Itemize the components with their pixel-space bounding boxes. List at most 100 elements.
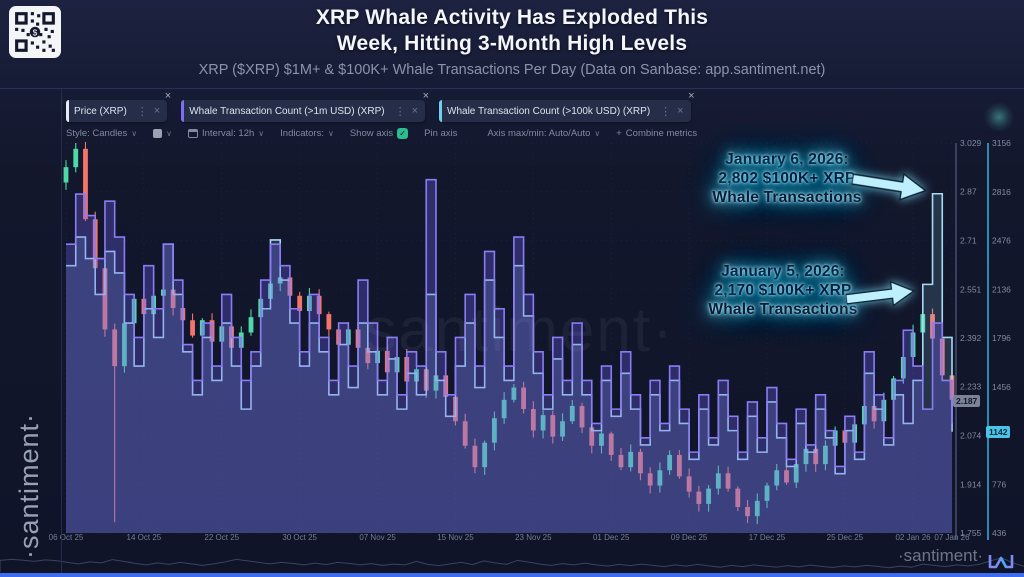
checkbox-checked-icon[interactable]: ✓ [397,128,409,139]
help-glow-button[interactable] [984,102,1014,132]
chevron-down-icon: ∨ [258,129,265,138]
color-swatch-dropdown[interactable]: ∨ [153,129,172,138]
candle-body [433,375,439,391]
candle-body [297,295,303,312]
candle-body [628,451,634,468]
combine-metrics-button[interactable]: + Combine metrics [616,128,697,139]
chevron-down-icon: ∨ [327,129,334,138]
candle-body [686,476,692,492]
tx-axis-label: 1796 [992,333,1011,343]
tab-label: Whale Transaction Count (>100k USD) (XRP… [447,105,651,117]
tab-whale-count-1m[interactable]: Whale Transaction Count (>1m USD) (XRP) … [181,90,429,122]
chevron-down-icon: ∨ [131,129,138,138]
candle-body [647,473,653,486]
x-axis-label: 25 Dec 25 [827,533,864,542]
tx-axis-label: 1456 [992,382,1011,392]
tab-close-icon[interactable]: × [411,105,419,117]
candle-body [715,473,721,489]
x-axis-label: 30 Oct 25 [282,533,317,542]
price-axis-label: 2.074 [960,430,982,440]
tab-close-icon[interactable]: × [153,105,161,117]
price-current-badge: 2.187 [953,394,981,407]
bottom-accent-bar [0,573,1024,577]
tab-accent-bar [181,100,185,122]
candle-body [764,485,770,501]
svg-text:$: $ [33,28,38,38]
axis-maxmin-dropdown[interactable]: Axis max/min: Auto/Auto ∨ [487,128,600,139]
tab-group-close-icon[interactable]: × [422,90,430,102]
interval-dropdown[interactable]: Interval: 12h ∨ [187,128,265,139]
metric-tabs: Price (XRP) ⋮ × × Whale Transaction Coun… [66,90,695,122]
candle-body [73,148,79,168]
bottom-watermark: ·santiment· [898,546,984,565]
x-axis-label: 07 Jan 26 [934,533,970,542]
tx-axis-label: 436 [992,528,1006,538]
x-axis-label: 09 Dec 25 [671,533,708,542]
tab-group-close-icon[interactable]: × [688,90,695,102]
candle-body [511,387,517,400]
candle-body [725,473,731,489]
candle-body [501,399,507,419]
step-area-fill [66,179,952,534]
candle-body [560,421,565,437]
arrow-icon [844,280,916,307]
page-subtitle: XRP ($XRP) $1M+ & $100K+ Whale Transacti… [198,62,826,78]
candle-body [803,448,809,465]
tab-group-close-icon[interactable]: × [164,90,172,102]
kebab-menu-icon[interactable]: ⋮ [136,105,148,118]
pin-axis-toggle[interactable]: Pin axis [424,128,457,139]
candle-body [521,387,527,410]
candle-body [365,347,371,364]
tx-axis-label: 2816 [992,187,1011,197]
center-watermark: santiment· [365,296,675,365]
candle-body [569,405,575,422]
page-title: XRP Whale Activity Has Exploded This Wee… [212,5,812,57]
candle-body [871,405,877,422]
candle-body [63,167,69,183]
tab-price-xrp[interactable]: Price (XRP) ⋮ × × [66,90,171,122]
candle-body [540,415,546,431]
chevron-down-icon: ∨ [594,129,601,138]
tab-accent-bar [439,100,443,122]
candle-body [190,320,195,336]
bottom-sparkline [0,557,1024,572]
x-axis-label: 07 Nov 25 [359,533,396,542]
plus-icon: + [616,128,622,139]
candle-body [774,470,780,486]
kebab-menu-icon[interactable]: ⋮ [660,105,672,118]
x-axis-label: 22 Oct 25 [204,533,239,542]
arrow-icon [850,172,928,201]
candle-body [706,488,711,504]
show-axis-toggle[interactable]: Show axis ✓ [350,128,409,139]
tab-close-icon[interactable]: × [677,105,684,117]
calendar-icon [187,129,198,138]
price-axis-label: 1.755 [960,528,982,538]
candle-body [482,442,488,468]
price-axis-label: 2.233 [960,382,982,392]
candle-body [745,506,750,517]
tx-current-badge: 1142 [986,425,1011,438]
sidebar-divider [61,89,62,577]
candle-body [599,433,604,446]
step-area-line [66,178,953,468]
style-label: Style: Candles [66,128,128,139]
style-dropdown[interactable]: Style: Candles ∨ [66,128,137,139]
annotation-jan5: January 5, 2026: 2,170 $100K+ XRP Whale … [690,262,876,319]
page-title-line1: XRP Whale Activity Has Exploded This [315,6,709,29]
x-axis-label: 02 Jan 26 [895,533,931,542]
candle-body [579,405,585,428]
candle-body [823,445,828,465]
candle-body [102,268,108,330]
candle-body [676,454,682,477]
kebab-menu-icon[interactable]: ⋮ [394,105,406,118]
candle-body [667,454,673,471]
candle-body [326,314,332,330]
indicators-dropdown[interactable]: Indicators: ∨ [280,128,334,139]
tab-label: Whale Transaction Count (>1m USD) (XRP) [189,105,385,117]
tx-axis-label: 2136 [992,284,1011,294]
header-divider [0,88,1024,89]
tab-whale-count-100k[interactable]: Whale Transaction Count (>100k USD) (XRP… [439,90,695,122]
sidebar-watermark: ·santiment· [14,412,44,559]
